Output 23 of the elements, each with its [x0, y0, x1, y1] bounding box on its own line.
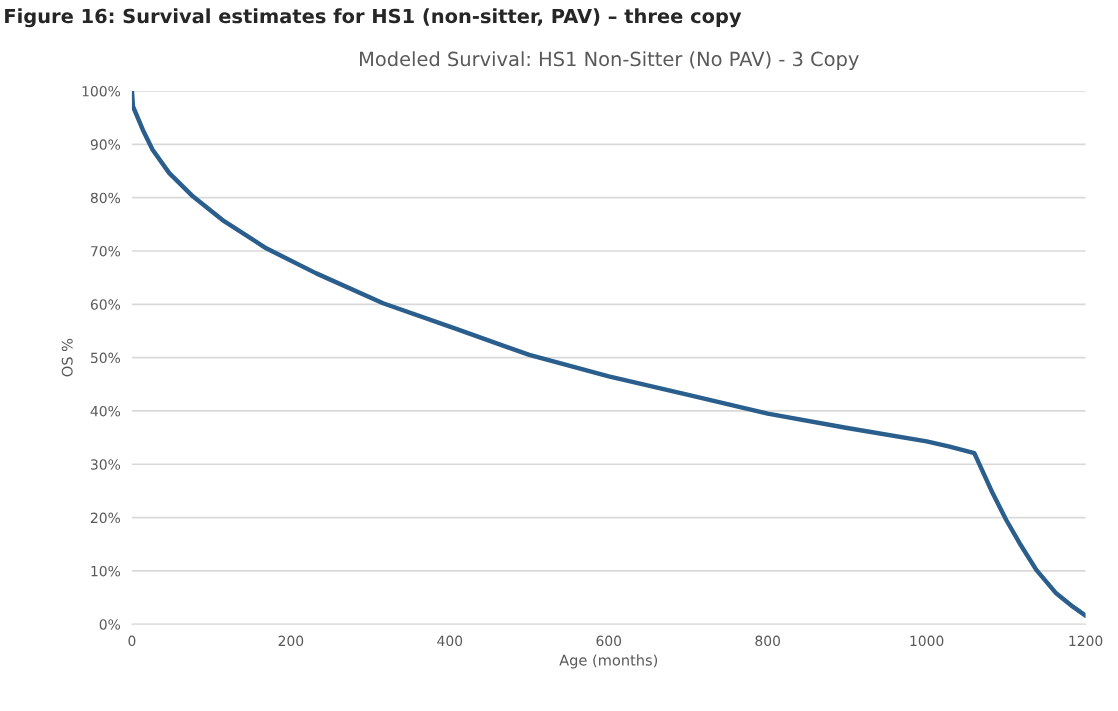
- x-axis-title: Age (months): [559, 654, 658, 669]
- x-tick-label: 0: [128, 635, 136, 647]
- y-tick-label: 20%: [90, 512, 121, 524]
- y-tick-label: 40%: [90, 405, 121, 417]
- x-tick-label: 600: [596, 635, 622, 647]
- y-tick-label: 10%: [91, 565, 121, 577]
- x-tick-label: 200: [278, 635, 304, 647]
- y-tick-label: 100%: [82, 85, 121, 97]
- x-tick-label: 800: [755, 635, 781, 647]
- y-tick-label: 50%: [91, 352, 121, 364]
- x-tick-label: 1000: [910, 635, 944, 647]
- line-series: [131, 91, 1086, 618]
- y-tick-label: 80%: [90, 192, 121, 204]
- y-tick-label: 70%: [91, 245, 121, 257]
- y-tick-label: 0%: [99, 619, 121, 630]
- chart-title: Modeled Survival: HS1 Non-Sitter (No PAV) - 3 Copy: [359, 51, 859, 71]
- y-tick-label: 90%: [90, 139, 121, 150]
- y-tick-label: 30%: [91, 459, 121, 470]
- x-tick-label: 400: [437, 635, 463, 647]
- x-tick-label: 1200: [1069, 635, 1103, 647]
- y-axis-title: OS %: [61, 338, 73, 377]
- caption: Figure 16: Survival estimates for HS1 (non-sitter, PAV) – three copy: [5, 8, 742, 28]
- y-tick-label: 60%: [90, 299, 121, 310]
